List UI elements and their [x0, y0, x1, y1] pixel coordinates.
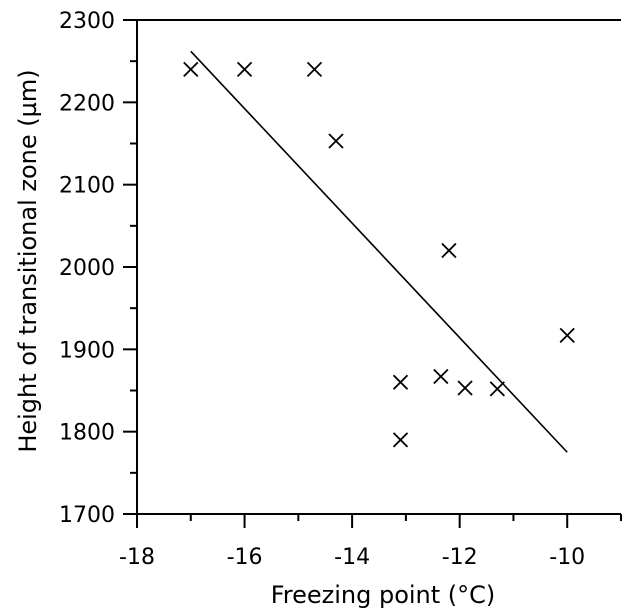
x-tick-label: -16	[227, 545, 263, 570]
data-point	[489, 381, 505, 397]
y-tick-label: 1700	[59, 503, 115, 528]
y-axis: 1700 1800 1900 2000 2100 2200 2300	[59, 9, 137, 528]
x-tick-label: -10	[549, 545, 585, 570]
x-tick-label: -14	[334, 545, 370, 570]
y-tick-label: 2100	[59, 174, 115, 199]
y-tick-label: 1900	[59, 338, 115, 363]
y-axis-title: Height of transitional zone (µm)	[14, 69, 42, 452]
y-tick-label: 2000	[59, 256, 115, 281]
data-point	[457, 380, 473, 396]
data-point	[392, 374, 409, 390]
data-point	[236, 61, 253, 78]
data-point	[433, 368, 449, 385]
data-point	[306, 61, 323, 78]
y-tick-label: 2300	[59, 9, 115, 34]
trendline-group	[190, 50, 568, 453]
x-axis: -18 -16 -14 -12 -10	[119, 514, 622, 570]
y-tick-label: 1800	[59, 421, 115, 446]
data-point	[441, 242, 457, 259]
data-point	[328, 133, 344, 149]
x-tick-label: -12	[442, 545, 478, 570]
x-axis-title: Freezing point (°C)	[271, 581, 496, 609]
data-point	[183, 61, 199, 78]
trend-line	[190, 50, 568, 453]
y-tick-label: 2200	[59, 91, 115, 116]
data-point	[559, 327, 575, 343]
data-points	[183, 61, 575, 448]
plot-frame	[136, 19, 621, 515]
data-point	[392, 432, 409, 448]
x-tick-label: -18	[119, 545, 155, 570]
